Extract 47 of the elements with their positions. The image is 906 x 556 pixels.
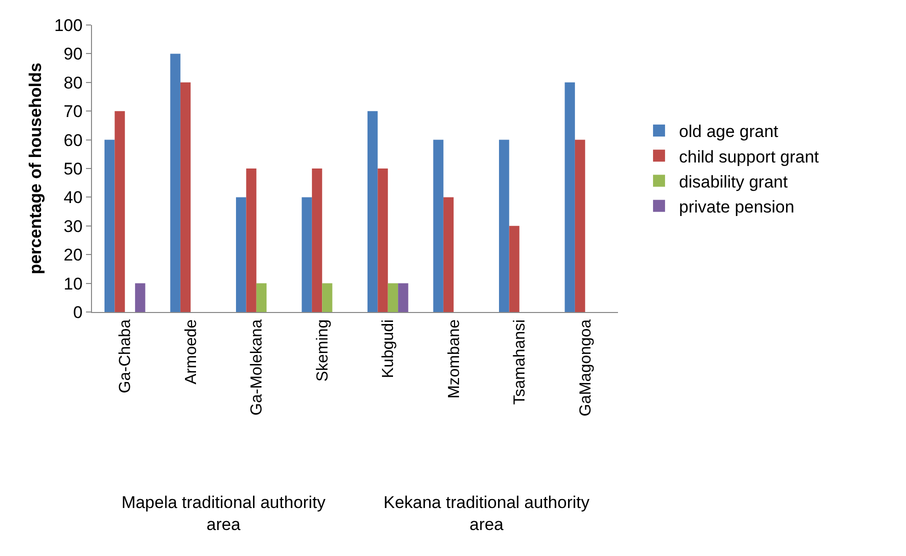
bar bbox=[104, 140, 115, 312]
bar bbox=[135, 283, 146, 312]
bar bbox=[312, 168, 322, 312]
bar bbox=[388, 283, 398, 312]
bar bbox=[236, 197, 246, 312]
y-tick-label: 50 bbox=[64, 159, 83, 178]
bar bbox=[398, 283, 408, 312]
y-axis-title: percentage of households bbox=[26, 62, 45, 274]
y-tick-label: 100 bbox=[54, 16, 83, 35]
bar bbox=[509, 226, 520, 312]
x-tick-label: Ga-Chaba bbox=[117, 319, 134, 394]
bar bbox=[180, 82, 191, 312]
legend-label: private pension bbox=[679, 197, 794, 216]
bar bbox=[378, 168, 388, 312]
y-tick-label: 30 bbox=[64, 216, 83, 236]
bar bbox=[443, 197, 454, 312]
bar bbox=[498, 140, 510, 312]
text: Mapela traditional authority area bbox=[120, 492, 327, 536]
x-tick-label: Mzombane bbox=[446, 319, 463, 399]
bar bbox=[433, 140, 444, 312]
y-tick-label: 60 bbox=[64, 130, 83, 150]
bar bbox=[302, 197, 312, 312]
bar bbox=[564, 82, 575, 312]
bar bbox=[574, 140, 586, 312]
legend-label: old age grant bbox=[679, 122, 779, 142]
y-tick-label: 70 bbox=[64, 102, 83, 122]
x-tick-label: GaMagongoa bbox=[577, 319, 594, 416]
x-tick-label: Kubgudi bbox=[380, 319, 398, 378]
legend-label: disability grant bbox=[679, 172, 788, 192]
x-tick-label: Ga-Molekana bbox=[248, 319, 266, 416]
legend-label: child support grant bbox=[679, 147, 820, 166]
x-tick-label: Skeming bbox=[314, 319, 332, 382]
y-tick-label: 40 bbox=[64, 188, 83, 208]
x-tick-label: Tsamahansi bbox=[512, 319, 529, 405]
bar bbox=[246, 168, 256, 312]
bar bbox=[114, 111, 125, 312]
y-tick-label: 90 bbox=[64, 44, 83, 64]
y-tick-label: 80 bbox=[64, 73, 83, 92]
text: Kekana traditional authority area bbox=[382, 492, 591, 536]
bar bbox=[322, 283, 332, 312]
bar bbox=[367, 111, 378, 312]
y-tick-label: 10 bbox=[64, 274, 83, 294]
x-tick-label: Armoede bbox=[182, 319, 200, 384]
bar bbox=[256, 283, 267, 312]
bar bbox=[170, 54, 180, 312]
y-tick-label: 0 bbox=[73, 302, 83, 322]
y-tick-label: 20 bbox=[64, 246, 83, 265]
